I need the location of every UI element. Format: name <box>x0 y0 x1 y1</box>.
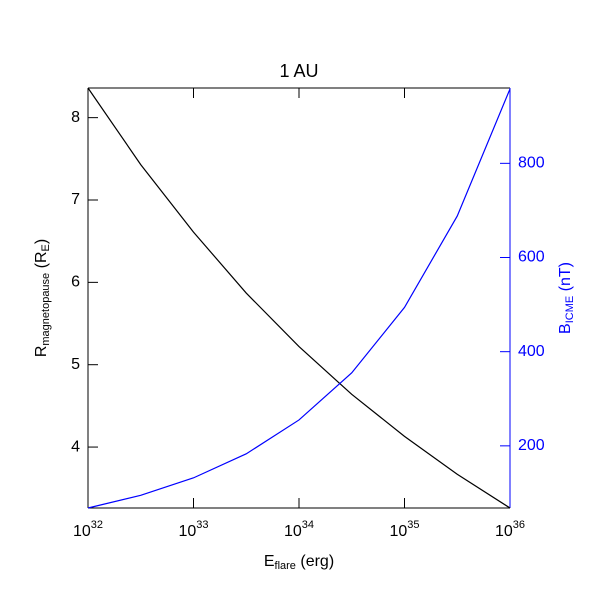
x-tick-label: 1033 <box>178 519 208 540</box>
y2-tick-label: 400 <box>518 343 545 360</box>
x-tick-label: 1032 <box>73 519 103 540</box>
y-label-unit-sub: E <box>40 244 52 251</box>
x-tick-exp: 36 <box>513 519 525 531</box>
y2-tick-label: 600 <box>518 249 545 266</box>
y-tick-label: 8 <box>71 109 80 126</box>
x-tick-exp: 33 <box>196 519 208 531</box>
x-tick-base: 10 <box>284 523 302 540</box>
y-tick-label: 7 <box>71 191 80 208</box>
y2-tick-label: 800 <box>518 155 545 172</box>
y-axis-label: Rmagnetopause (RE) <box>33 239 52 357</box>
data-line <box>87 87 511 509</box>
data-line <box>87 88 511 509</box>
x-axis-label: Eflare (erg) <box>264 553 334 572</box>
x-tick-label: 1035 <box>389 519 419 540</box>
y2-label-unit: (nT) <box>557 262 574 296</box>
y2-tick-label: 200 <box>518 437 545 454</box>
x-tick-exp: 34 <box>302 519 314 531</box>
x-tick-label: 1034 <box>284 519 314 540</box>
y-tick-label: 4 <box>71 438 80 455</box>
x-label-sub: flare <box>275 560 296 572</box>
x-tick-exp: 32 <box>91 519 103 531</box>
x-tick-base: 10 <box>389 523 407 540</box>
x-tick-label: 1036 <box>495 519 525 540</box>
y-label-main: R <box>33 346 50 358</box>
x-tick-base: 10 <box>178 523 196 540</box>
y-label-close: ) <box>33 239 50 244</box>
y2-label-sub: ICME <box>564 296 576 324</box>
x-tick-base: 10 <box>73 523 91 540</box>
y2-label-main: B <box>557 323 574 334</box>
x-tick-exp: 35 <box>407 519 419 531</box>
y-tick-label: 6 <box>71 274 80 291</box>
chart-title: 1 AU <box>279 61 318 81</box>
y-label-unit: (R <box>33 252 50 273</box>
x-label-unit: (erg) <box>296 553 334 570</box>
y-label-sub: magnetopause <box>40 273 52 346</box>
x-tick-base: 10 <box>495 523 513 540</box>
y-tick-label: 5 <box>71 356 80 373</box>
x-label-main: E <box>264 553 275 570</box>
y2-axis-label: BICME (nT) <box>557 262 576 334</box>
